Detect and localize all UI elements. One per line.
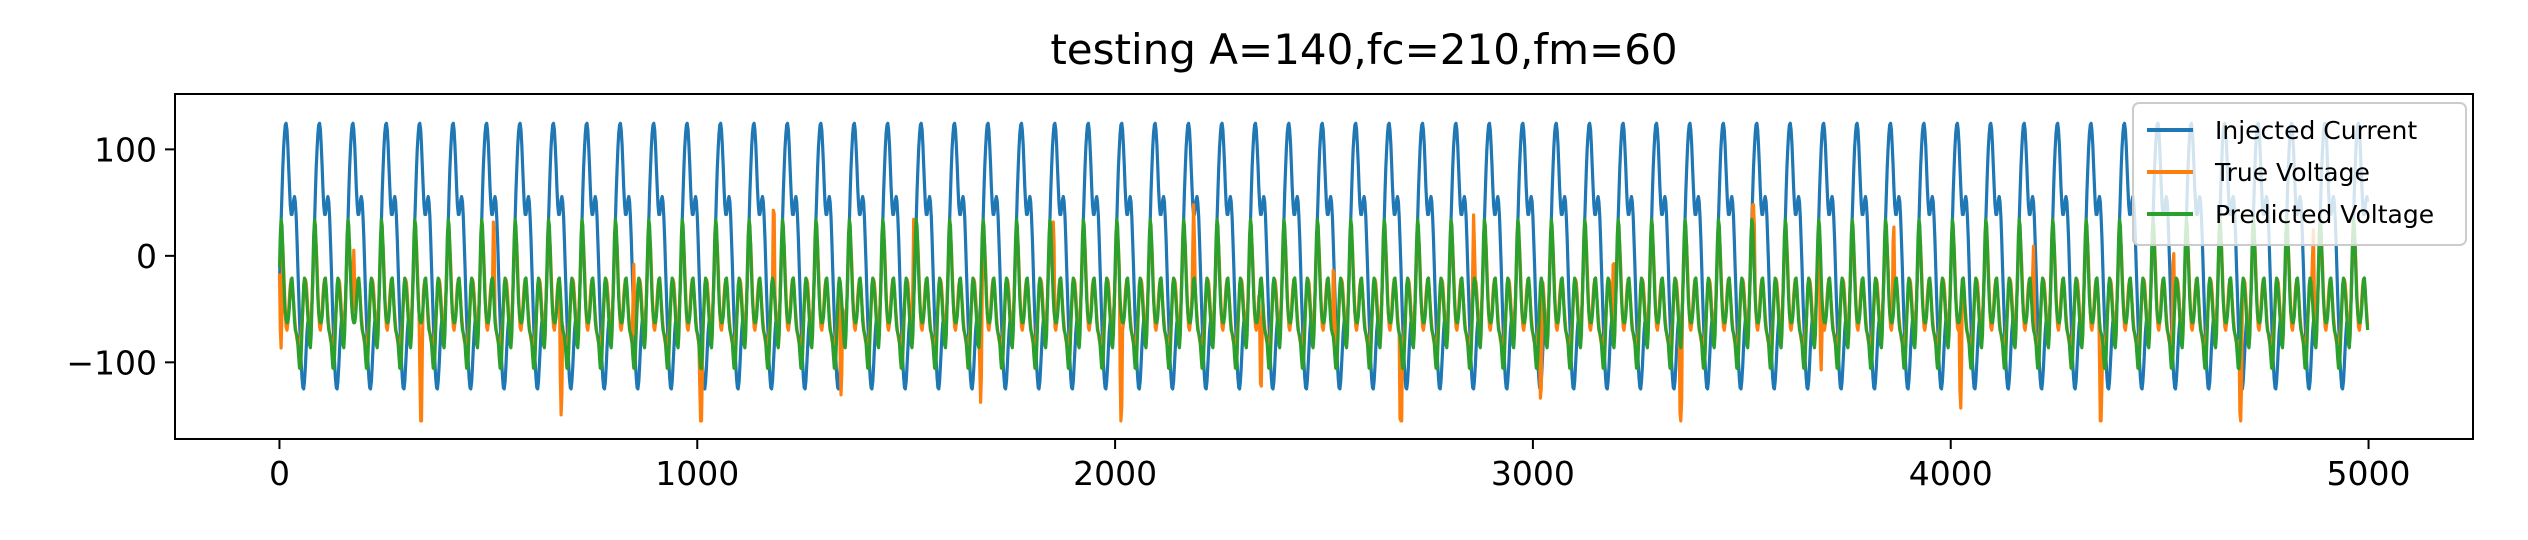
y-tick-label: 100 <box>94 130 157 169</box>
x-tick-label: 4000 <box>1909 454 1993 493</box>
y-tick-label: 0 <box>136 237 157 276</box>
x-axis: 0 1000 2000 3000 4000 5000 <box>269 439 2411 493</box>
legend-label: Predicted Voltage <box>2215 200 2434 229</box>
series-line-predicted-voltage <box>277 217 2370 371</box>
x-tick-label: 3000 <box>1491 454 1575 493</box>
legend-label: True Voltage <box>2214 158 2370 187</box>
x-tick-label: 1000 <box>655 454 739 493</box>
chart-title: testing A=140,fc=210,fm=60 <box>1050 25 1677 74</box>
legend-box <box>2132 102 2467 246</box>
x-tick-label: 2000 <box>1073 454 1157 493</box>
series-line-injected-current <box>277 121 2370 391</box>
x-tick-label: 0 <box>269 454 290 493</box>
x-tick-label: 5000 <box>2327 454 2411 493</box>
y-tick-label: −100 <box>66 343 157 382</box>
legend-label: Injected Current <box>2215 116 2417 145</box>
legend: Injected Current True Voltage Predicted Vo… <box>2132 102 2467 246</box>
axes-frame <box>174 93 2474 440</box>
y-axis: 100 0 −100 <box>66 130 175 382</box>
plot-area <box>277 121 2370 423</box>
